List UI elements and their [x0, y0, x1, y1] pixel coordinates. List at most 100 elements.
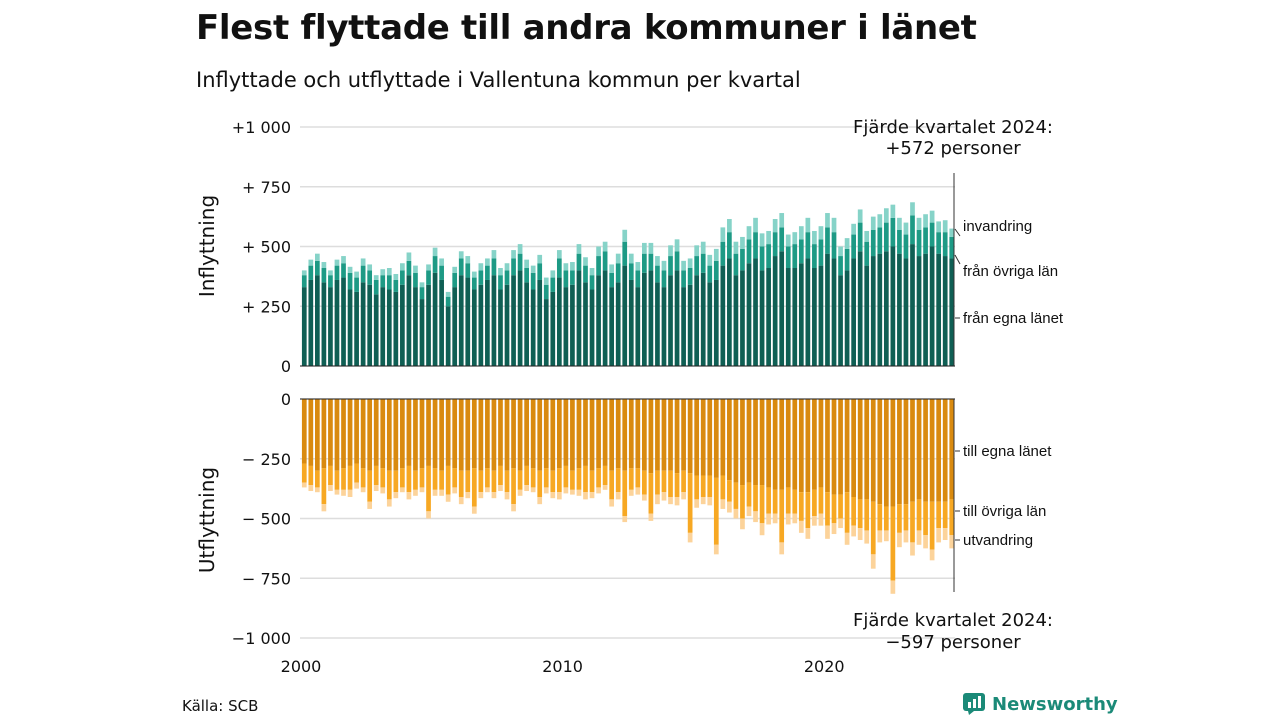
bar-in-fran-ovriga-lan [491, 258, 497, 276]
bar-in-fran-egna-lanet [432, 272, 438, 366]
bar-out-till-egna-lanet [759, 399, 765, 486]
bar-in-invandring [334, 259, 340, 266]
bar-in-invandring [877, 214, 883, 228]
bar-out-till-ovriga-lan [406, 465, 412, 493]
bar-out-till-egna-lanet [517, 399, 523, 471]
bar-in-invandring [602, 241, 608, 252]
bar-in-invandring [890, 204, 896, 218]
bottom-ytick-label: − 500 [242, 510, 291, 529]
bar-in-fran-ovriga-lan [929, 222, 935, 247]
bar-out-till-ovriga-lan [386, 470, 392, 500]
bar-out-utvandring [713, 544, 719, 555]
bar-out-till-ovriga-lan [550, 470, 556, 493]
bar-in-fran-ovriga-lan [700, 253, 706, 273]
bar-out-till-egna-lanet [766, 399, 771, 488]
bar-in-invandring [504, 263, 510, 271]
bar-out-till-egna-lanet [707, 399, 713, 476]
bar-in-fran-egna-lanet [478, 284, 484, 366]
bar-out-till-egna-lanet [341, 399, 346, 469]
bar-in-fran-egna-lanet [903, 258, 909, 366]
bar-in-fran-egna-lanet [687, 284, 693, 366]
bar-in-fran-egna-lanet [642, 272, 647, 366]
bar-in-invandring [373, 275, 379, 280]
bar-out-till-egna-lanet [386, 399, 392, 471]
bar-out-till-egna-lanet [727, 399, 732, 481]
segment-leader-line [954, 228, 961, 237]
bar-out-till-ovriga-lan [563, 465, 569, 488]
bottom-ytick-label: 0 [281, 390, 291, 409]
segment-label-fran-egna-lanet: från egna länet [963, 310, 1064, 327]
bar-out-till-ovriga-lan [491, 470, 497, 493]
bar-out-utvandring [504, 492, 510, 500]
bar-in-fran-ovriga-lan [844, 248, 850, 271]
brand-logo[interactable]: Newsworthy [962, 692, 1118, 716]
bar-in-fran-ovriga-lan [655, 265, 660, 283]
bar-out-till-egna-lanet [897, 399, 902, 505]
bar-out-till-egna-lanet [838, 399, 843, 495]
bar-out-till-egna-lanet [923, 399, 928, 502]
bar-out-utvandring [583, 492, 588, 500]
bar-in-invandring [615, 253, 621, 264]
bar-in-fran-ovriga-lan [602, 251, 608, 271]
bar-in-fran-egna-lanet [949, 258, 955, 366]
bar-out-till-ovriga-lan [674, 473, 680, 497]
bar-out-till-ovriga-lan [936, 501, 942, 529]
bar-in-fran-ovriga-lan [524, 268, 529, 283]
bar-in-invandring [923, 214, 928, 228]
bar-in-fran-ovriga-lan [661, 270, 667, 288]
bar-in-fran-egna-lanet [517, 270, 523, 366]
bar-in-fran-egna-lanet [576, 270, 582, 366]
bar-in-fran-egna-lanet [550, 291, 556, 366]
bar-out-till-ovriga-lan [426, 465, 431, 512]
bar-out-utvandring [916, 530, 922, 545]
bar-out-till-egna-lanet [413, 399, 418, 471]
bar-out-till-egna-lanet [635, 399, 641, 469]
bar-out-till-egna-lanet [315, 399, 320, 471]
bar-out-till-egna-lanet [452, 399, 458, 469]
bar-out-utvandring [602, 485, 608, 490]
bar-out-till-ovriga-lan [655, 470, 660, 495]
bar-out-till-ovriga-lan [615, 468, 621, 493]
bar-out-utvandring [805, 528, 811, 539]
bottom-ytick-label: − 750 [242, 569, 291, 588]
bar-out-till-egna-lanet [720, 399, 726, 476]
bar-in-fran-egna-lanet [942, 256, 948, 366]
bar-out-till-egna-lanet [851, 399, 856, 497]
bar-in-fran-ovriga-lan [563, 270, 569, 288]
bar-out-till-egna-lanet [700, 399, 706, 476]
bar-out-till-egna-lanet [615, 399, 621, 469]
bar-in-fran-egna-lanet [347, 289, 353, 366]
bar-out-till-ovriga-lan [681, 470, 686, 493]
bar-out-till-ovriga-lan [530, 468, 536, 488]
bar-out-utvandring [864, 530, 870, 544]
bar-in-fran-egna-lanet [877, 253, 883, 366]
bar-in-fran-ovriga-lan [916, 229, 922, 257]
bar-out-utvandring [328, 485, 333, 492]
bar-out-utvandring [367, 501, 373, 509]
bar-in-fran-egna-lanet [373, 294, 379, 366]
bar-out-utvandring [465, 492, 471, 499]
bar-in-fran-egna-lanet [661, 287, 667, 366]
bar-out-till-egna-lanet [733, 399, 739, 483]
bar-out-till-egna-lanet [864, 399, 870, 500]
bar-in-invandring [792, 232, 798, 245]
bar-in-fran-ovriga-lan [413, 272, 418, 288]
bar-in-invandring [936, 221, 942, 233]
bar-out-till-egna-lanet [622, 399, 628, 471]
bar-in-fran-ovriga-lan [315, 260, 320, 276]
bar-out-till-ovriga-lan [727, 480, 732, 502]
bar-in-fran-egna-lanet [831, 258, 837, 366]
bar-in-invandring [772, 219, 778, 233]
bar-out-utvandring [596, 487, 601, 494]
bar-in-fran-ovriga-lan [635, 270, 641, 288]
bar-in-fran-ovriga-lan [511, 258, 516, 276]
bar-out-till-ovriga-lan [360, 468, 366, 488]
bar-out-utvandring [753, 511, 758, 523]
bar-out-utvandring [668, 496, 673, 505]
bar-out-till-egna-lanet [602, 399, 608, 466]
bar-out-utvandring [851, 525, 856, 537]
bar-out-utvandring [301, 482, 307, 488]
bar-out-till-ovriga-lan [504, 470, 510, 493]
bar-out-till-egna-lanet [903, 399, 909, 505]
bar-out-utvandring [772, 513, 778, 524]
